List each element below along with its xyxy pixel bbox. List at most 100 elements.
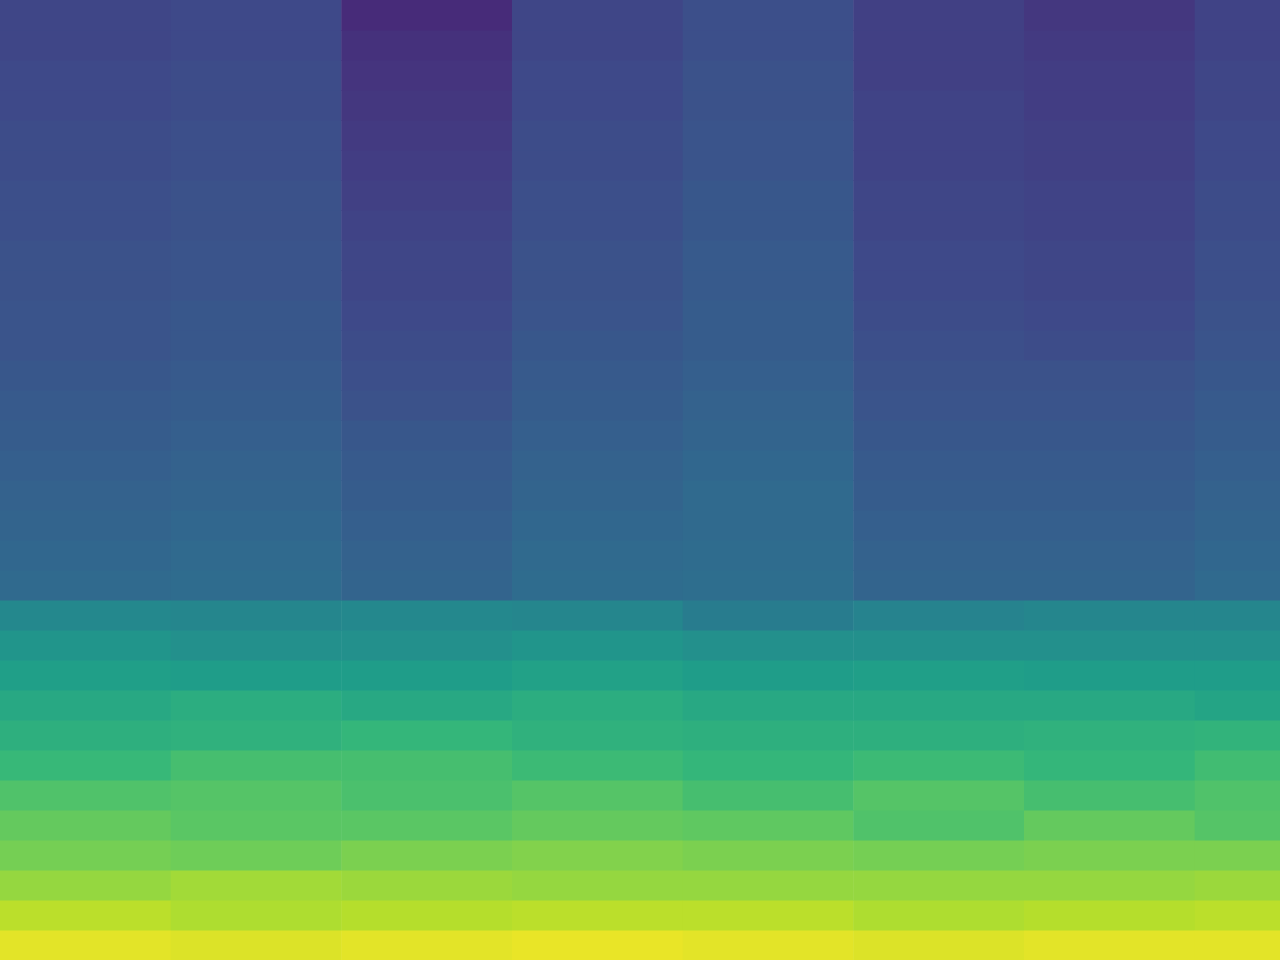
heat-cell <box>341 120 512 151</box>
heat-cell <box>1024 780 1195 811</box>
heat-cell <box>1195 270 1280 301</box>
heat-cell <box>1024 420 1195 451</box>
heat-cell <box>171 60 342 91</box>
heat-cell <box>341 390 512 421</box>
heat-cell <box>1195 840 1280 871</box>
heat-cell <box>683 30 854 61</box>
heat-cell <box>0 120 171 151</box>
heat-cell <box>1024 660 1195 691</box>
heat-cell <box>683 480 854 511</box>
heat-cell <box>171 360 342 391</box>
heat-cell <box>512 720 683 751</box>
heat-cell <box>1024 510 1195 541</box>
heat-cell <box>512 780 683 811</box>
heat-cell <box>0 150 171 181</box>
heat-cell <box>683 180 854 211</box>
heat-cell <box>171 30 342 61</box>
heat-cell <box>683 330 854 361</box>
heat-cell <box>0 390 171 421</box>
heat-cell <box>683 660 854 691</box>
heat-cell <box>1024 480 1195 511</box>
heat-cell <box>0 480 171 511</box>
heat-cell <box>171 900 342 931</box>
heat-cell <box>0 330 171 361</box>
heat-cell <box>683 540 854 571</box>
heat-cell <box>1195 120 1280 151</box>
heat-cell <box>853 330 1024 361</box>
heat-cell <box>0 570 171 601</box>
heat-cell <box>1195 870 1280 901</box>
heat-cell <box>1195 90 1280 121</box>
heat-cell <box>1024 60 1195 91</box>
heat-cell <box>0 630 171 661</box>
heat-cell <box>1195 180 1280 211</box>
heat-cell <box>1024 750 1195 781</box>
heat-cell <box>341 720 512 751</box>
heat-cell <box>171 930 342 960</box>
heat-cell <box>0 240 171 271</box>
heat-cell <box>512 420 683 451</box>
heat-cell <box>1024 240 1195 271</box>
heat-cell <box>1024 690 1195 721</box>
heat-cell <box>512 570 683 601</box>
heat-cell <box>341 420 512 451</box>
heat-cell <box>512 840 683 871</box>
heat-cell <box>341 840 512 871</box>
heat-cell <box>853 120 1024 151</box>
heat-cell <box>0 870 171 901</box>
heat-cell <box>0 450 171 481</box>
cells <box>0 0 1280 960</box>
heat-cell <box>171 420 342 451</box>
heat-cell <box>0 690 171 721</box>
heat-cell <box>0 90 171 121</box>
heat-cell <box>512 660 683 691</box>
heat-cell <box>853 720 1024 751</box>
heat-cell <box>1024 270 1195 301</box>
heat-cell <box>341 360 512 391</box>
heat-cell <box>171 180 342 211</box>
heat-cell <box>512 120 683 151</box>
heat-cell <box>683 900 854 931</box>
heat-cell <box>1024 810 1195 841</box>
heat-cell <box>0 600 171 631</box>
heat-cell <box>1195 300 1280 331</box>
heat-cell <box>341 300 512 331</box>
heat-cell <box>341 180 512 211</box>
heat-cell <box>171 840 342 871</box>
heat-cell <box>341 750 512 781</box>
heat-cell <box>0 930 171 960</box>
heat-cell <box>0 840 171 871</box>
heat-cell <box>512 390 683 421</box>
heat-cell <box>683 810 854 841</box>
heat-cell <box>853 870 1024 901</box>
heat-cell <box>1195 330 1280 361</box>
heat-cell <box>171 330 342 361</box>
heat-cell <box>0 750 171 781</box>
heat-cell <box>512 150 683 181</box>
heat-cell <box>1195 540 1280 571</box>
heat-cell <box>683 90 854 121</box>
heat-cell <box>0 210 171 241</box>
heat-cell <box>0 780 171 811</box>
heat-cell <box>683 570 854 601</box>
heat-cell <box>1195 660 1280 691</box>
heat-cell <box>1195 30 1280 61</box>
heat-cell <box>0 300 171 331</box>
heat-cell <box>1195 0 1280 31</box>
heat-cell <box>853 240 1024 271</box>
heat-cell <box>1024 720 1195 751</box>
heat-cell <box>0 900 171 931</box>
heat-cell <box>0 720 171 751</box>
heat-cell <box>512 330 683 361</box>
heat-cell <box>1024 930 1195 960</box>
heat-cell <box>1024 450 1195 481</box>
heat-cell <box>683 150 854 181</box>
heat-cell <box>341 600 512 631</box>
heat-cell <box>683 270 854 301</box>
heat-cell <box>683 360 854 391</box>
heat-cell <box>683 780 854 811</box>
heat-cell <box>1024 0 1195 31</box>
heat-cell <box>683 300 854 331</box>
heat-cell <box>512 930 683 960</box>
heat-cell <box>1195 780 1280 811</box>
